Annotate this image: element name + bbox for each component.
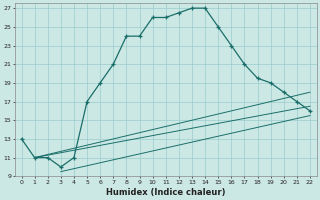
X-axis label: Humidex (Indice chaleur): Humidex (Indice chaleur)	[106, 188, 226, 197]
